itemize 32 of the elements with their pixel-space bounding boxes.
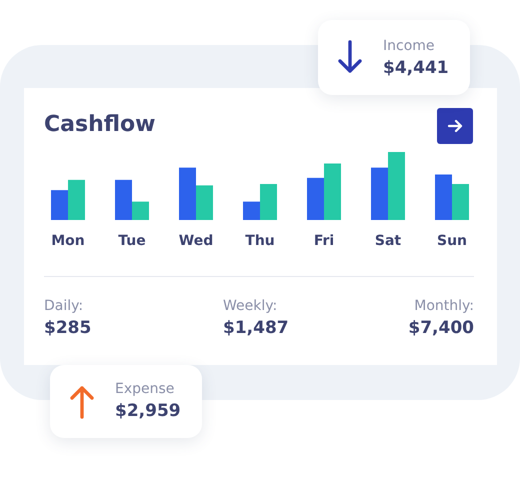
x-tick-label: Fri: [314, 233, 334, 249]
text: $1,487: [223, 318, 289, 338]
text: Income: [383, 38, 435, 54]
text: Expense: [115, 381, 174, 397]
bar: [243, 202, 260, 220]
bar: [371, 168, 388, 220]
text: Weekly:: [223, 298, 278, 314]
x-tick-label: Tue: [118, 233, 146, 249]
x-tick-label: Thu: [245, 233, 275, 249]
text: $2,959: [115, 401, 181, 421]
text: Monthly:: [414, 298, 474, 314]
text: Daily:: [44, 298, 84, 314]
x-tick-label: Mon: [51, 233, 85, 249]
x-tick-label: Wed: [178, 233, 214, 249]
bar: [68, 180, 85, 220]
bar: [435, 174, 452, 220]
bar: [324, 164, 341, 220]
bar: [179, 168, 196, 220]
chart-title: Cashflow: [44, 112, 156, 137]
bar: [452, 184, 469, 220]
text: $4,441: [383, 58, 449, 78]
bar: [115, 180, 132, 220]
bar: [196, 185, 213, 220]
bar: [260, 184, 277, 220]
bar: [388, 152, 405, 220]
x-tick-label: Sat: [374, 233, 402, 249]
bar: [307, 178, 324, 220]
text: $285: [44, 318, 92, 338]
text: $7,400: [408, 318, 474, 338]
x-tick-label: Sun: [436, 233, 468, 249]
bar: [51, 190, 68, 220]
bar: [132, 202, 149, 220]
